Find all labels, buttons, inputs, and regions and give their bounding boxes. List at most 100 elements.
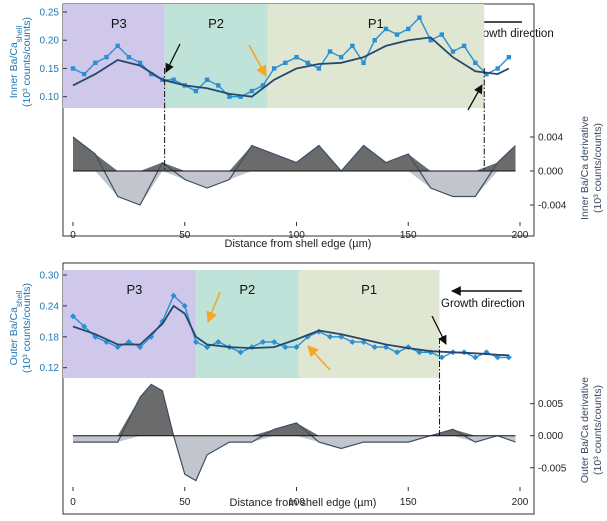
panel-a-arrow-black-2	[467, 84, 483, 111]
raw-point	[327, 49, 333, 54]
raw-point	[216, 83, 221, 88]
raw-point	[271, 338, 278, 345]
zone-label-p1: P1	[361, 282, 377, 297]
panel-b-derivative	[73, 338, 516, 482]
raw-point	[260, 83, 266, 88]
raw-point	[339, 54, 344, 60]
raw-point	[126, 54, 132, 60]
zone-label-p3: P3	[127, 282, 143, 297]
svg-text:(10³ counts/counts): (10³ counts/counts)	[592, 385, 604, 475]
panel-a-ylabel-right: Inner Ba/Ca derivative (10³ counts/count…	[579, 116, 604, 220]
raw-point	[204, 77, 210, 82]
panel-b-arrow-black	[431, 315, 447, 345]
raw-point	[215, 338, 222, 345]
derivative-tick-label: -0.005	[538, 463, 567, 474]
raw-point	[350, 43, 355, 49]
svg-text:Outer Ba/Ca derivative: Outer Ba/Ca derivative	[579, 377, 591, 483]
y-tick-label: 0.30	[40, 271, 60, 282]
raw-point	[327, 333, 334, 340]
x-tick-label: 100	[288, 497, 305, 508]
raw-line	[72, 294, 509, 359]
panel-a-growth-label: Growth direction	[470, 28, 554, 40]
zone-label-p2: P2	[208, 16, 224, 31]
raw-point	[283, 60, 288, 66]
zone-label-p1: P1	[368, 16, 384, 31]
panel-b: B Growth direction Distance from shell e…	[8, 262, 604, 515]
panel-a-derivative	[72, 68, 516, 206]
raw-point	[70, 313, 76, 320]
panel-b-growth-label: Growth direction	[441, 298, 525, 310]
x-tick-label: 200	[512, 230, 529, 241]
svg-text:(10³ counts/counts): (10³ counts/counts)	[21, 17, 33, 107]
raw-point	[406, 26, 411, 32]
raw-point	[114, 344, 121, 351]
raw-point	[294, 54, 299, 60]
raw-point	[438, 354, 445, 361]
raw-point	[149, 71, 154, 77]
derivative-positive-area	[73, 384, 516, 436]
zone-label-p3: P3	[111, 16, 127, 31]
raw-point	[238, 94, 243, 99]
raw-point	[495, 66, 500, 71]
zone-p1	[298, 270, 440, 378]
raw-point	[259, 338, 266, 345]
raw-point	[506, 54, 512, 60]
derivative-negative-area	[73, 171, 516, 205]
derivative-tick-label: 0.004	[538, 133, 563, 144]
x-tick-label: 150	[400, 230, 417, 241]
raw-point	[204, 344, 211, 351]
raw-point	[137, 344, 144, 351]
derivative-line	[72, 136, 516, 206]
y-tick-label: 0.15	[40, 64, 60, 75]
raw-point	[472, 354, 479, 361]
raw-point	[473, 60, 478, 66]
smooth-line	[72, 36, 510, 98]
derivative-tick-label: 0.000	[538, 431, 563, 442]
panel-a: A Growth direction Distance from shell e…	[8, 3, 604, 250]
raw-point	[137, 60, 143, 66]
x-tick-label: 0	[70, 497, 76, 508]
raw-point	[271, 66, 277, 71]
derivative-tick-label: -0.004	[538, 201, 567, 212]
panel-b-ylabel-right: Outer Ba/Ca derivative (10³ counts/count…	[579, 377, 604, 483]
y-tick-label: 0.18	[40, 332, 60, 343]
raw-point	[450, 49, 456, 54]
raw-point	[227, 94, 232, 99]
raw-point	[428, 38, 433, 43]
derivative-tick-label: 0.005	[538, 399, 563, 410]
raw-point	[249, 88, 254, 94]
x-tick-label: 50	[179, 497, 191, 508]
panel-b-axes: 0 50 100 150 200 0.12 0.18 0.24 0.30 0.005 0.000 -0…	[40, 271, 567, 509]
raw-point	[81, 323, 88, 330]
panel-a-smooth-series	[72, 36, 510, 98]
raw-point	[93, 60, 98, 66]
svg-text:(10³ counts/counts): (10³ counts/counts)	[21, 283, 33, 373]
panel-b-xlabel: Distance from shell edge (µm)	[230, 497, 377, 509]
y-tick-label: 0.10	[40, 92, 60, 103]
panel-a-xlabel: Distance from shell edge (µm)	[225, 238, 372, 250]
panel-b-ylabel-left: Outer Ba/Cashell (10³ counts/counts)	[8, 283, 33, 373]
raw-point	[104, 54, 109, 60]
panel-a-arrow-orange	[248, 44, 267, 77]
y-tick-label: 0.20	[40, 36, 60, 47]
raw-point	[170, 292, 177, 299]
raw-point	[181, 302, 188, 309]
svg-text:(10³ counts/counts): (10³ counts/counts)	[592, 123, 604, 213]
panel-b-zones: P3 P2 P1	[63, 270, 440, 378]
raw-point	[171, 77, 176, 82]
raw-point	[417, 15, 422, 20]
y-tick-label: 0.25	[40, 8, 60, 19]
svg-text:Outer Ba/Cashell: Outer Ba/Cashell	[8, 290, 24, 365]
zone-p3	[63, 270, 196, 378]
raw-point	[237, 349, 244, 356]
raw-point	[484, 71, 489, 77]
panel-a-axes: 0 50 100 150 200 0.10 0.15 0.20 0.25 0.004 0.000 -0…	[40, 8, 567, 242]
panel-a-ylabel-left: Inner Ba/Cashell (10³ counts/counts)	[8, 17, 33, 107]
zone-p1	[267, 4, 485, 108]
x-tick-label: 0	[70, 230, 76, 241]
raw-point	[372, 38, 377, 43]
smooth-line	[72, 304, 509, 357]
panel-b-arrow-orange-1	[206, 291, 221, 324]
zone-p3	[63, 4, 165, 108]
